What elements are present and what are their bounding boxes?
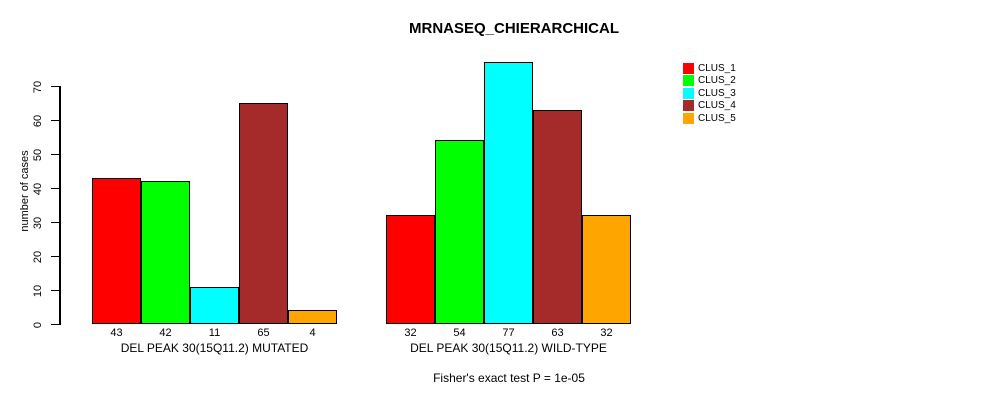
y-axis-tick-label: 0 <box>32 321 44 328</box>
legend-item-label: CLUS_4 <box>698 100 736 112</box>
bar-value-label: 63 <box>551 327 564 339</box>
legend-item: CLUS_2 <box>683 75 736 88</box>
y-axis-tick-label: 40 <box>32 182 44 195</box>
y-axis-line <box>59 86 61 325</box>
legend-item-label: CLUS_3 <box>698 87 736 99</box>
y-axis-tick <box>51 324 59 325</box>
legend-swatch <box>683 87 694 99</box>
bar-value-label: 77 <box>502 327 515 339</box>
group-label: DEL PEAK 30(15Q11.2) WILD-TYPE <box>410 341 607 355</box>
legend-item-label: CLUS_1 <box>698 62 736 74</box>
y-axis-tick-label: 30 <box>32 216 44 229</box>
bar-value-label: 54 <box>453 327 466 339</box>
y-axis-tick-label: 60 <box>32 114 44 127</box>
bar-value-label: 42 <box>159 327 172 339</box>
bar-clus_3-group1 <box>190 286 239 324</box>
y-axis-tick <box>51 86 59 87</box>
legend-item-label: CLUS_5 <box>698 112 736 124</box>
y-axis-tick-label: 70 <box>32 80 44 93</box>
legend-item: CLUS_3 <box>683 87 736 100</box>
bar-value-label: 43 <box>110 327 123 339</box>
bar-clus_1-group1 <box>92 177 141 324</box>
y-axis-tick-label: 20 <box>32 250 44 263</box>
bar-clus_5-group1 <box>288 310 337 324</box>
bar-value-label: 11 <box>208 327 221 339</box>
bar-value-label: 32 <box>600 327 613 339</box>
bar-clus_5-group2 <box>582 215 631 324</box>
bar-value-label: 65 <box>257 327 270 339</box>
legend-swatch <box>683 100 694 112</box>
y-axis-tick <box>51 154 59 155</box>
y-axis-tick <box>51 120 59 121</box>
bar-clus_3-group2 <box>484 62 533 324</box>
y-axis-tick <box>51 222 59 223</box>
bar-clus_2-group2 <box>435 140 484 324</box>
y-axis-tick-label: 10 <box>32 284 44 297</box>
bar-clus_2-group1 <box>141 181 190 324</box>
legend-item-label: CLUS_2 <box>698 75 736 87</box>
bar-clus_1-group2 <box>386 215 435 324</box>
footer-caption: Fisher's exact test P = 1e-05 <box>433 371 585 385</box>
y-axis-tick <box>51 256 59 257</box>
legend-item: CLUS_4 <box>683 100 736 113</box>
bar-clus_4-group2 <box>533 109 582 324</box>
y-axis-tick <box>51 290 59 291</box>
legend-swatch <box>683 75 694 87</box>
legend-swatch <box>683 62 694 74</box>
legend-item: CLUS_5 <box>683 112 736 125</box>
y-axis-tick <box>51 188 59 189</box>
legend-item: CLUS_1 <box>683 62 736 75</box>
y-axis-tick-label: 50 <box>32 148 44 161</box>
bar-clus_4-group1 <box>239 103 288 324</box>
group-label: DEL PEAK 30(15Q11.2) MUTATED <box>120 341 309 355</box>
legend: CLUS_1 CLUS_2 CLUS_3 CLUS_4 CLUS_5 <box>683 62 736 125</box>
bar-value-label: 32 <box>404 327 417 339</box>
chart-title: MRNASEQ_CHIERARCHICAL <box>408 20 620 37</box>
y-axis-label: number of cases <box>19 150 31 232</box>
legend-swatch <box>683 112 694 124</box>
bar-value-label: 4 <box>309 327 316 339</box>
